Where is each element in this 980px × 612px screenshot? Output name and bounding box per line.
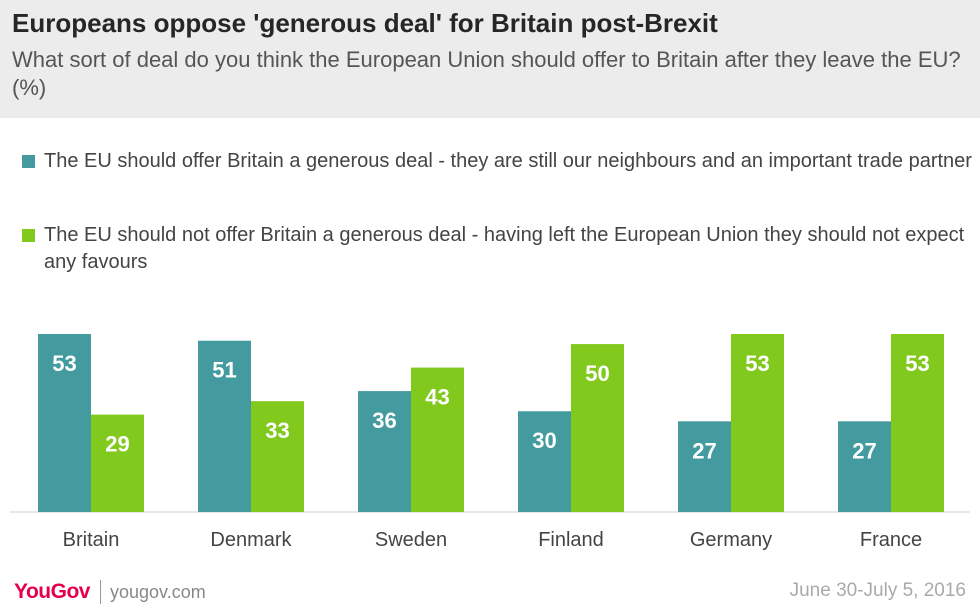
x-tick-label: Finland	[538, 529, 604, 551]
bar-france-series-1	[838, 421, 891, 512]
bar-france-series-2	[891, 334, 944, 512]
data-label: 53	[905, 351, 929, 376]
legend-label-generous: The EU should offer Britain a generous d…	[44, 150, 972, 172]
bar-finland-series-2	[571, 344, 624, 512]
data-label: 36	[372, 408, 396, 433]
bar-denmark-series-1	[198, 340, 251, 512]
data-label: 50	[585, 361, 609, 386]
bar-germany-series-2	[731, 334, 784, 512]
data-label: 53	[52, 351, 76, 376]
chart-title: Europeans oppose 'generous deal' for Bri…	[12, 8, 718, 38]
bar-sweden-series-2	[411, 367, 464, 512]
data-label: 27	[852, 438, 876, 463]
data-label: 33	[265, 418, 289, 443]
yougov-logo: YouGov	[14, 580, 90, 603]
legend-swatch-generous	[22, 155, 35, 168]
bar-denmark-series-2	[251, 401, 304, 512]
x-tick-label: France	[860, 529, 922, 551]
data-label: 30	[532, 428, 556, 453]
data-label: 27	[692, 438, 716, 463]
data-label: 51	[212, 358, 236, 383]
bar-finland-series-1	[518, 411, 571, 512]
legend-label-not-generous: The EU should not offer Britain a genero…	[44, 224, 965, 273]
chart-subtitle: What sort of deal do you think the Europ…	[12, 47, 961, 100]
data-label: 43	[425, 385, 449, 410]
data-label: 29	[105, 432, 129, 457]
legend-swatch-not-generous	[22, 229, 35, 242]
footer-url[interactable]: yougov.com	[110, 582, 206, 602]
survey-date: June 30-July 5, 2016	[789, 580, 966, 601]
header-band: Europeans oppose 'generous deal' for Bri…	[0, 0, 980, 118]
data-label: 53	[745, 351, 769, 376]
bar-germany-series-1	[678, 421, 731, 512]
x-tick-label: Sweden	[375, 529, 447, 551]
bar-sweden-series-1	[358, 391, 411, 512]
bar-chart: 53 29 Britain 51 33 Denmark 36 43 Sweden 30 50 Finl…	[10, 334, 970, 551]
bar-britain-series-1	[38, 334, 91, 512]
x-tick-label: Germany	[690, 529, 772, 551]
footer-divider	[100, 580, 101, 604]
x-tick-label: Britain	[63, 529, 120, 551]
x-tick-label: Denmark	[210, 529, 292, 551]
bar-britain-series-2	[91, 414, 144, 512]
